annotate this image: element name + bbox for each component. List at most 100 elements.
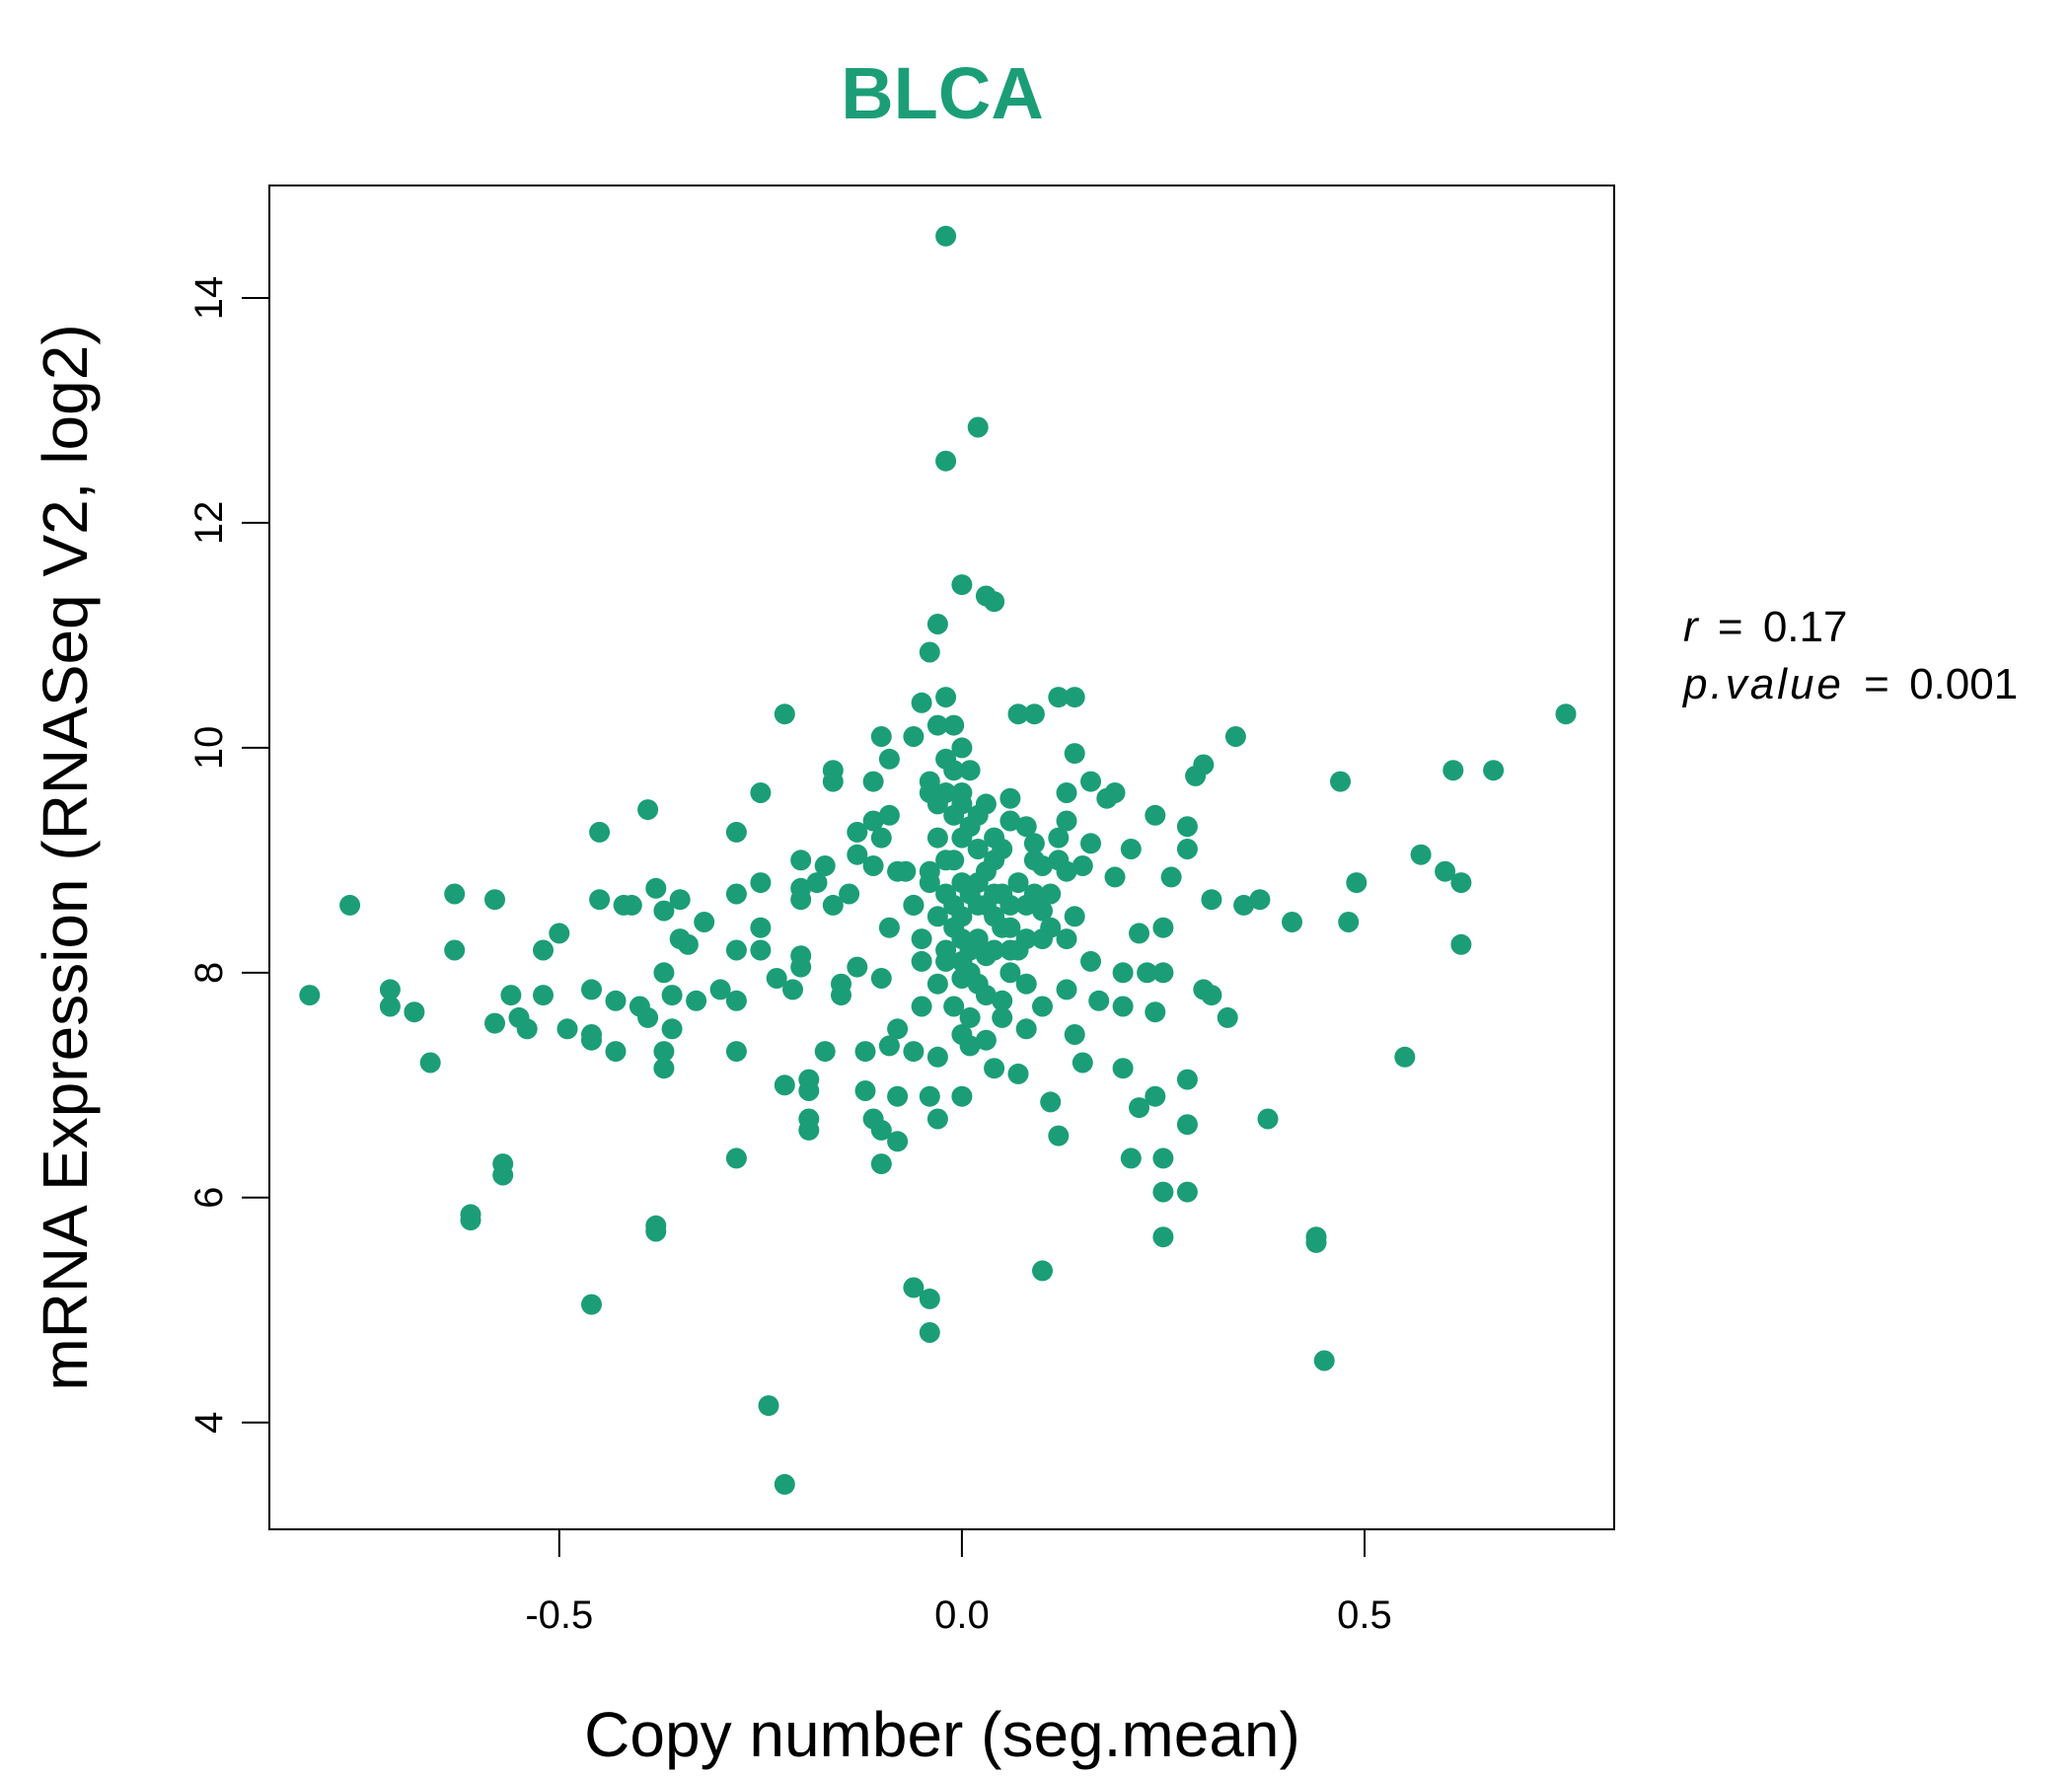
data-point [919, 860, 940, 882]
data-point [1129, 923, 1149, 944]
data-point [581, 1029, 602, 1051]
data-point [926, 714, 948, 736]
data-point [1176, 839, 1198, 859]
data-point [984, 1058, 1005, 1079]
data-point [725, 821, 747, 843]
data-point [339, 894, 361, 916]
data-point [999, 810, 1021, 832]
data-point [1056, 810, 1077, 832]
data-point [1007, 872, 1029, 894]
data-point [847, 844, 868, 865]
data-point [911, 950, 932, 972]
data-point [926, 973, 948, 995]
data-point [1064, 1024, 1085, 1045]
data-point [379, 996, 401, 1017]
data-point [782, 979, 803, 1000]
data-point [935, 883, 957, 905]
data-point [887, 1131, 909, 1152]
data-point [725, 990, 747, 1011]
data-point [709, 979, 731, 1000]
data-point [1007, 1063, 1029, 1084]
data-point [806, 872, 828, 894]
data-point [1145, 804, 1166, 826]
data-point [999, 787, 1021, 809]
data-point [1176, 1181, 1198, 1203]
data-point [992, 917, 1013, 938]
data-point [1152, 1226, 1174, 1248]
data-point [725, 939, 747, 961]
data-point [1305, 1231, 1327, 1253]
data-point [1023, 883, 1045, 905]
data-point [935, 450, 957, 472]
data-point [1040, 883, 1062, 905]
data-point [959, 1006, 981, 1028]
data-point [1201, 985, 1222, 1006]
data-point [943, 760, 965, 781]
data-point [984, 939, 1005, 961]
data-point [967, 839, 989, 859]
data-point [605, 990, 627, 1011]
data-point [1040, 1091, 1062, 1113]
data-point [637, 1006, 659, 1028]
data-point [926, 906, 948, 927]
data-point [694, 912, 715, 932]
data-point [919, 1322, 940, 1343]
data-point [967, 973, 989, 995]
data-point [1015, 973, 1037, 995]
data-point [1112, 1058, 1134, 1079]
data-point [492, 1164, 514, 1186]
data-point [669, 889, 691, 911]
correlation-stats: r = 0.17 p.value = 0.001 [1681, 603, 2018, 708]
data-point [992, 1006, 1013, 1028]
data-point [549, 923, 570, 944]
data-point [460, 1210, 481, 1231]
r-equals: = [1718, 603, 1743, 651]
data-point [1129, 1097, 1149, 1119]
data-point [984, 591, 1005, 613]
data-point [959, 1035, 981, 1057]
x-axis-label: Copy number (seg.mean) [584, 1699, 1300, 1770]
data-point [581, 979, 602, 1000]
data-point [919, 641, 940, 663]
r-label: r [1683, 603, 1700, 651]
data-point [645, 877, 667, 899]
data-point [967, 872, 989, 894]
data-point [919, 1288, 940, 1309]
data-point [725, 1147, 747, 1169]
data-point [975, 1029, 997, 1051]
y-tick-label: 14 [187, 276, 231, 321]
data-point [1435, 860, 1456, 882]
data-point [379, 979, 401, 1000]
data-point [725, 1041, 747, 1063]
data-point [926, 1046, 948, 1068]
y-tick-label: 10 [187, 726, 231, 771]
data-point [967, 416, 989, 438]
data-point [1145, 1085, 1166, 1107]
data-point [1064, 743, 1085, 765]
data-point [926, 827, 948, 849]
data-point [1152, 962, 1174, 984]
data-point [1048, 687, 1070, 708]
data-point [750, 917, 772, 938]
data-point [870, 827, 892, 849]
data-point [1233, 894, 1255, 916]
data-point [862, 855, 884, 876]
data-point [766, 968, 787, 989]
data-point [1032, 1260, 1053, 1282]
data-point [822, 771, 844, 792]
data-point [975, 793, 997, 815]
data-point [444, 939, 466, 961]
data-point [1032, 900, 1053, 922]
data-point [484, 1012, 505, 1034]
y-tick-label: 12 [187, 501, 231, 546]
data-point [878, 804, 900, 826]
data-point [1338, 912, 1360, 932]
p-equals: = [1864, 660, 1889, 708]
data-point [862, 810, 884, 832]
data-point [847, 821, 868, 843]
data-point [589, 821, 611, 843]
data-point [943, 850, 965, 871]
data-point [661, 1018, 683, 1040]
data-point [581, 1294, 602, 1315]
